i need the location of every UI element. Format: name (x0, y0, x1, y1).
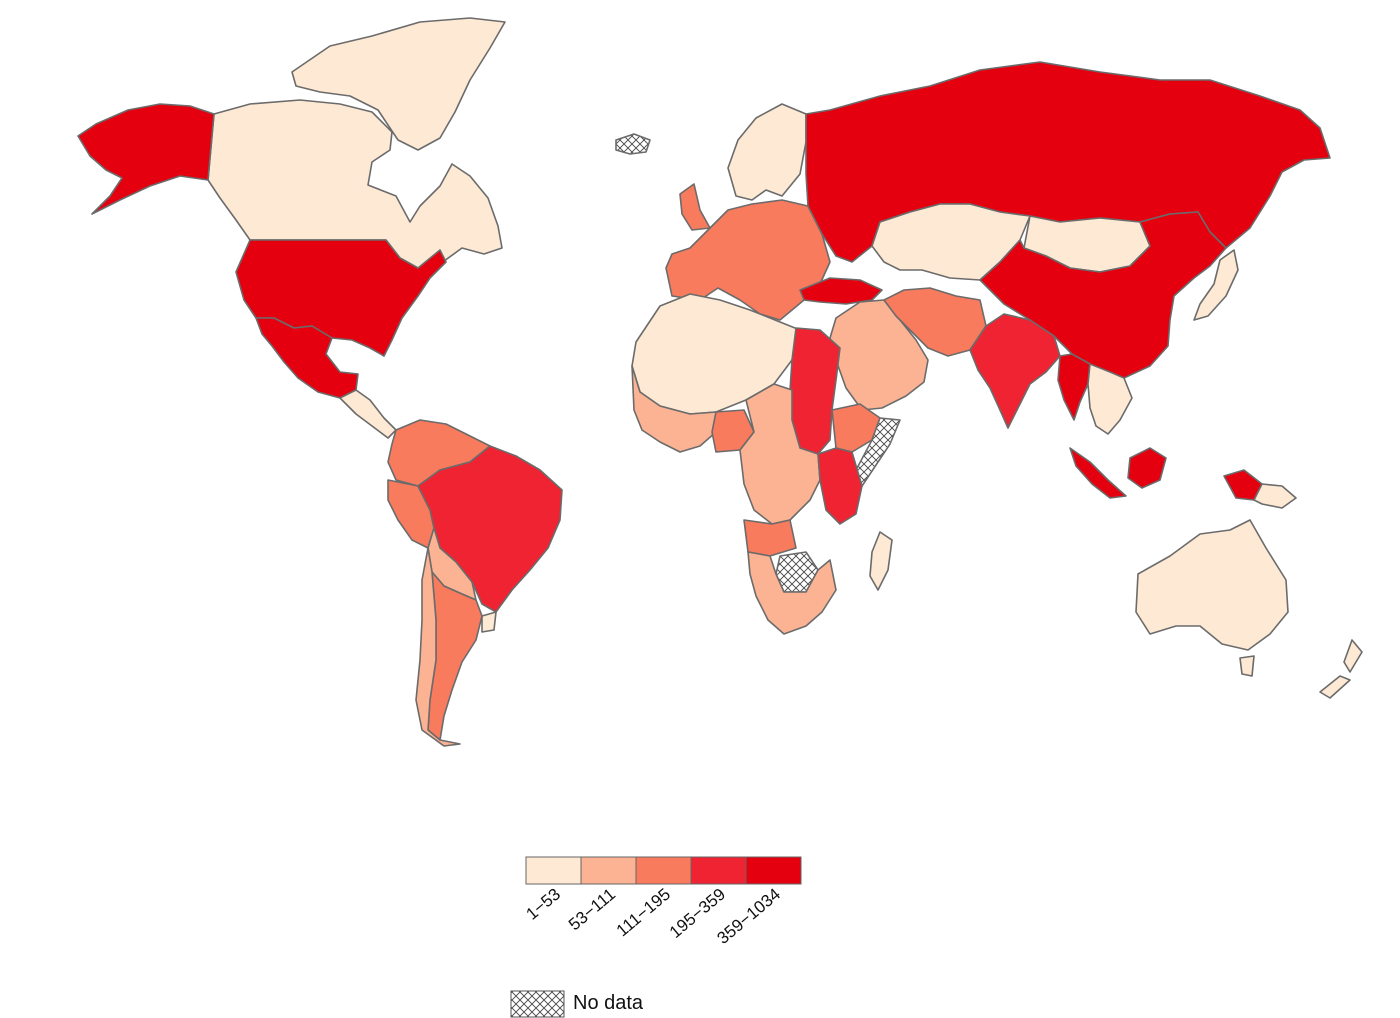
region-united-kingdom (679, 183, 711, 231)
region-japan (1193, 249, 1239, 321)
region-west-africa (631, 365, 717, 453)
legend-swatch-1 (580, 856, 637, 885)
region-tasmania (1239, 655, 1255, 677)
legend-swatch-2 (635, 856, 692, 885)
legend-label-0: 1−53 (523, 885, 565, 924)
region-iceland (615, 133, 651, 155)
region-central-america (339, 389, 397, 439)
legend-label-2: 111−195 (613, 885, 674, 941)
region-uruguay (481, 611, 497, 633)
region-madagascar (869, 531, 893, 591)
legend-swatch-3 (690, 856, 747, 885)
legend-label-1: 53−111 (565, 885, 619, 935)
region-indonesia (1069, 447, 1127, 499)
region-turkey (799, 277, 883, 305)
region-myanmar (1057, 353, 1091, 421)
region-southeast-asia (1087, 363, 1133, 435)
region-somalia (855, 417, 901, 487)
region-australia (1135, 519, 1289, 651)
region-southern-africa (747, 551, 837, 635)
region-central-africa (739, 383, 821, 525)
region-chile (415, 547, 461, 747)
region-greenland (291, 17, 506, 151)
region-mexico (255, 317, 359, 399)
region-scandinavia (727, 103, 807, 201)
region-egypt-sudan (789, 327, 841, 455)
legend-swatch-4 (745, 856, 802, 885)
region-alaska (77, 103, 215, 215)
region-papua-new-guinea (1253, 483, 1297, 509)
legend-swatch-0 (525, 856, 582, 885)
no-data-swatch (510, 990, 565, 1018)
region-angola (743, 519, 797, 557)
region-india (969, 313, 1061, 429)
region-kenya (817, 447, 863, 525)
region-new-zealand (1319, 639, 1363, 699)
no-data-label: No data (573, 992, 644, 1014)
region-borneo (1127, 447, 1167, 489)
